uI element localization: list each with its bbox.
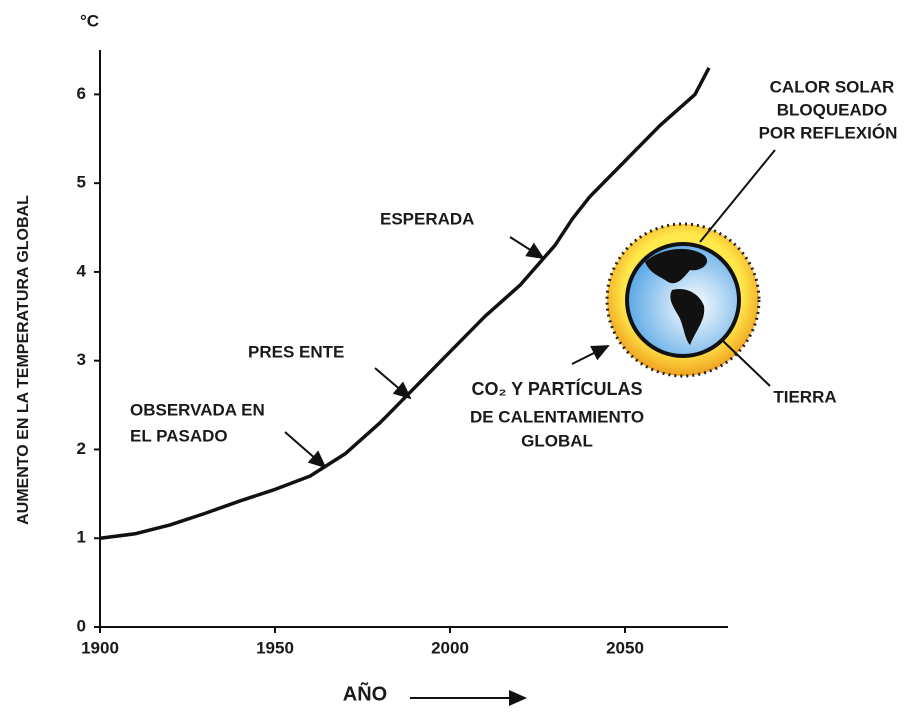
arrow bbox=[571, 345, 610, 365]
line bbox=[99, 66, 711, 540]
y-tick-label: 6 bbox=[77, 84, 86, 103]
y-tick-label: 3 bbox=[77, 350, 86, 369]
x-tick-label: 1950 bbox=[256, 638, 294, 657]
pointer bbox=[721, 339, 771, 387]
arrow bbox=[374, 367, 412, 400]
y-tick-label: 5 bbox=[77, 173, 86, 192]
arrow bbox=[509, 236, 545, 260]
annotation: EL PASADO bbox=[130, 426, 228, 445]
annotation: ESPERADA bbox=[380, 209, 474, 228]
arrow bbox=[284, 431, 327, 469]
unit-label: °C bbox=[80, 11, 99, 30]
x-tick-label: 2050 bbox=[606, 638, 644, 657]
pointer bbox=[699, 149, 776, 243]
y-tick-label: 2 bbox=[77, 439, 86, 458]
globe bbox=[605, 222, 761, 378]
y-axis-label: AUMENTO EN LA TEMPERATURA GLOBAL bbox=[15, 195, 32, 525]
x-axis-label: AÑO bbox=[343, 682, 387, 705]
annotation: TIERRA bbox=[773, 387, 836, 406]
annotation: BLOQUEADO bbox=[777, 100, 888, 119]
annotation: DE CALENTAMIENTO bbox=[470, 407, 644, 426]
y-tick-label: 4 bbox=[77, 261, 87, 280]
annotation: POR REFLEXIÓN bbox=[759, 123, 898, 142]
x-tick-label: 2000 bbox=[431, 638, 469, 657]
y-tick-label: 0 bbox=[77, 616, 86, 635]
annotation: PRES ENTE bbox=[248, 342, 344, 361]
x-tick-label: 1900 bbox=[81, 638, 119, 657]
y-tick-label: 1 bbox=[77, 528, 86, 547]
annotation: CO₂ Y PARTÍCULAS bbox=[471, 378, 642, 399]
annotation: CALOR SOLAR bbox=[770, 77, 895, 96]
annotation: OBSERVADA EN bbox=[130, 400, 265, 419]
annotation: GLOBAL bbox=[521, 431, 593, 450]
